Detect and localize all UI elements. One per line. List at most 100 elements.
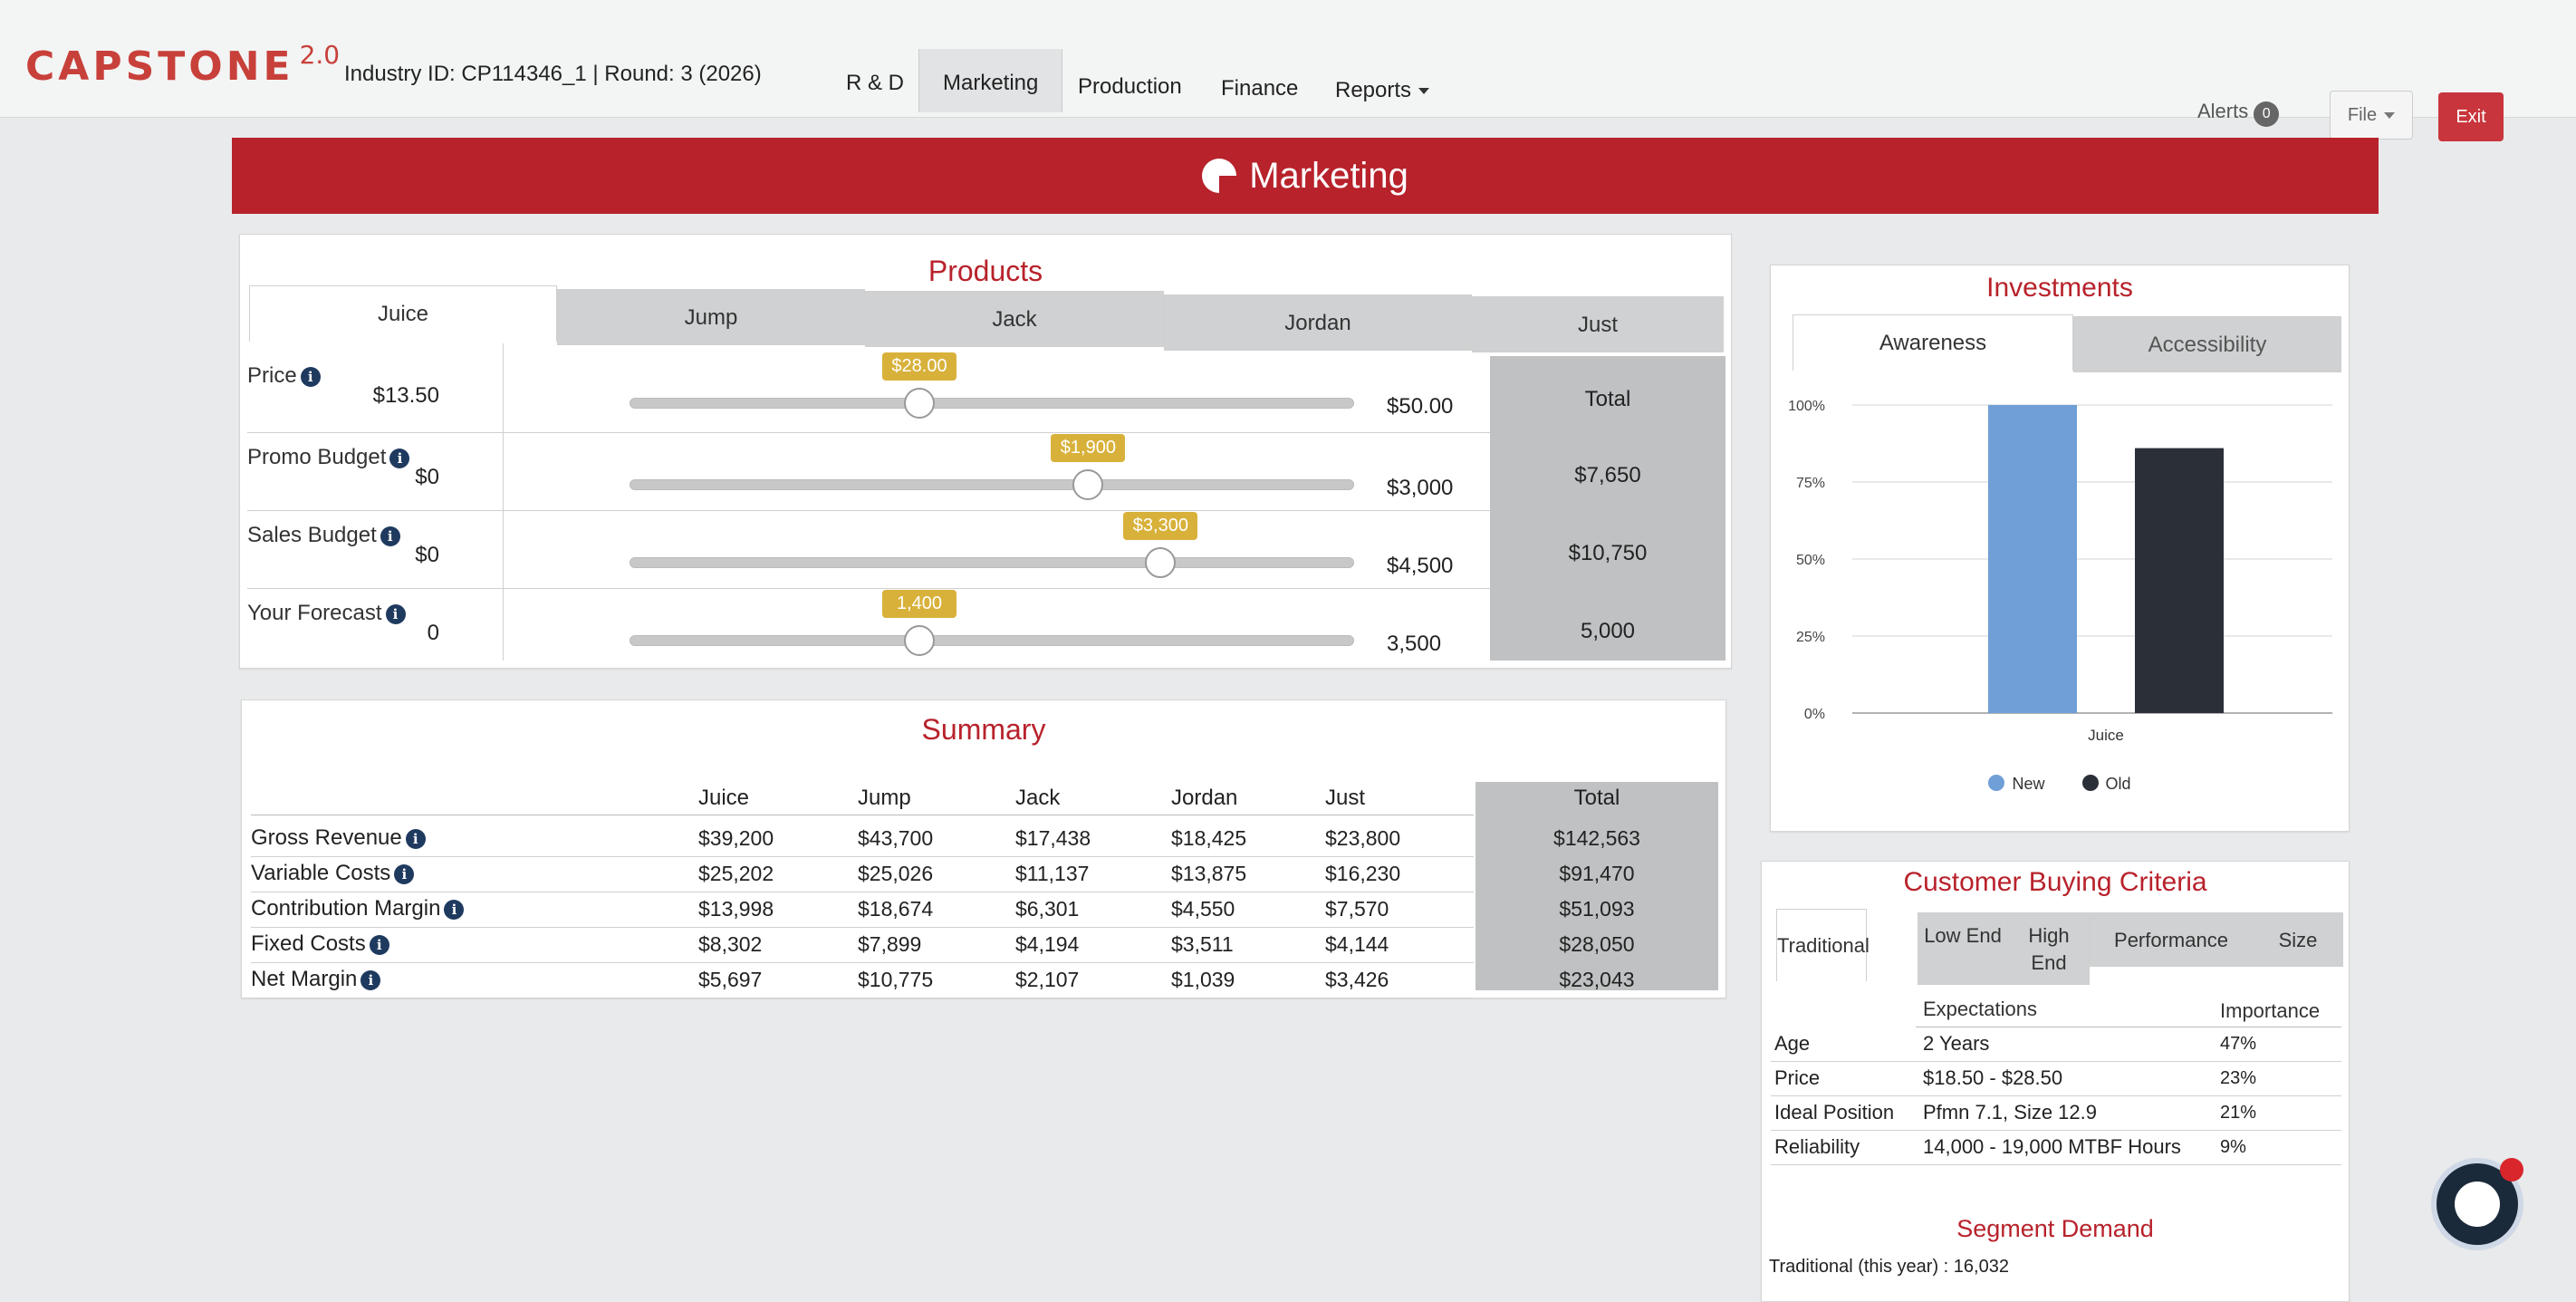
row-promo-budget-slider-handle[interactable] [1072, 469, 1104, 500]
info-icon[interactable]: i [394, 864, 415, 884]
info-icon[interactable]: i [360, 970, 381, 990]
tab-performance[interactable]: Performance [2090, 912, 2253, 967]
top-navbar: CAPSTONE 2.0 Industry ID: CP114346_1 | Ro… [0, 0, 2576, 141]
file-menu-button[interactable]: File [2330, 91, 2413, 140]
tab-size[interactable]: Size [2253, 912, 2343, 967]
tab-awareness[interactable]: Awareness [1793, 314, 2073, 371]
info-icon[interactable]: i [444, 900, 465, 920]
summary-col-just: Just [1325, 786, 1366, 810]
tab-low-end[interactable]: Low End [1918, 912, 2008, 985]
summary-cell: $2,107 [1015, 968, 1080, 991]
tab-high-end[interactable]: High End [2008, 912, 2090, 985]
summary-row-variable-costs-label-text: Variable Costs [251, 861, 391, 885]
info-icon[interactable]: i [385, 604, 406, 624]
nav-production[interactable]: Production [1078, 74, 1182, 99]
tab-just[interactable]: Just [1472, 296, 1724, 352]
summary-row-fixed-costs-label: Fixed Costs i [251, 931, 389, 957]
row-price-slider-handle[interactable] [904, 388, 935, 419]
segment-demand-text: Traditional (this year) : 16,032 [1769, 1257, 2009, 1277]
info-icon[interactable]: i [300, 367, 321, 387]
row-sales-budget-min: $0 [415, 543, 439, 567]
summary-cell: $25,202 [698, 862, 774, 885]
row-promo-budget-label: Promo Budget i [247, 445, 410, 470]
tab-jordan[interactable]: Jordan [1164, 294, 1472, 351]
notification-dot [2500, 1158, 2523, 1181]
chevron-down-icon [1418, 88, 1430, 95]
nav-reports[interactable]: Reports [1312, 56, 1453, 120]
row-promo-budget-total: $7,650 [1574, 463, 1641, 487]
info-icon[interactable]: i [405, 829, 426, 849]
criteria-row-ideal-position-label: Ideal Position [1774, 1101, 1895, 1124]
summary-cell: $13,998 [698, 897, 774, 921]
tab-jump[interactable]: Jump [557, 289, 865, 345]
summary-row-variable-costs-label: Variable Costs i [251, 861, 415, 886]
tab-juice[interactable]: Juice [249, 285, 557, 342]
info-icon[interactable]: i [389, 448, 410, 468]
y-tick-label: 25% [1796, 630, 1825, 645]
criteria-row-divider [1771, 1130, 2341, 1131]
capstone-logo[interactable]: CAPSTONE 2.0 [25, 40, 341, 90]
page-title: Marketing [1249, 156, 1408, 196]
nav-marketing[interactable]: Marketing [918, 49, 1063, 112]
row-price-slider-track[interactable] [630, 398, 1354, 409]
criteria-row-price-expectation: $18.50 - $28.50 [1923, 1066, 2063, 1089]
info-icon[interactable]: i [369, 935, 389, 955]
criteria-row-divider [1771, 1061, 2341, 1062]
y-tick-label: 50% [1796, 553, 1825, 568]
row-promo-budget-value-tooltip: $1,900 [1051, 434, 1126, 462]
exit-button[interactable]: Exit [2438, 92, 2504, 141]
row-your-forecast-total: 5,000 [1580, 619, 1636, 643]
criteria-row-divider [1771, 1095, 2341, 1096]
summary-row-divider [251, 927, 1474, 928]
row-promo-budget-slider-track[interactable] [630, 479, 1354, 490]
x-category-label: Juice [2088, 727, 2124, 744]
summary-col-jack: Jack [1015, 786, 1061, 810]
legend-old-swatch [2081, 775, 2099, 791]
page-banner: Marketing [232, 138, 2379, 214]
summary-cell: $16,230 [1325, 862, 1401, 885]
criteria-row-age-importance: 47% [2220, 1034, 2257, 1054]
row-your-forecast-value-tooltip: 1,400 [882, 590, 956, 618]
row-price-min: $13.50 [372, 383, 439, 408]
nav-rd[interactable]: R & D [846, 71, 905, 95]
summary-cell: $11,137 [1015, 862, 1090, 885]
row-price-label-text: Price [247, 363, 297, 388]
row-promo-budget-max: $3,000 [1387, 476, 1454, 500]
tab-accessibility[interactable]: Accessibility [2073, 316, 2341, 372]
row-sales-budget-slider-track[interactable] [630, 557, 1354, 568]
summary-row-contribution-margin-label: Contribution Margin i [251, 896, 465, 921]
row-divider [247, 588, 1490, 589]
bar-new [1988, 405, 2077, 713]
summary-row-divider [251, 856, 1474, 857]
row-sales-budget-value-tooltip: $3,300 [1123, 512, 1198, 540]
criteria-row-reliability-expectation: 14,000 - 19,000 MTBF Hours [1923, 1135, 2181, 1158]
summary-cell: $142,563 [1553, 826, 1640, 850]
chat-bubble-icon [2455, 1181, 2500, 1227]
summary-cell: $4,194 [1015, 932, 1080, 956]
row-your-forecast-slider-handle[interactable] [904, 625, 935, 656]
chat-button[interactable] [2431, 1158, 2523, 1250]
alerts-label: Alerts [2197, 100, 2249, 122]
row-sales-budget-label: Sales Budget i [247, 523, 400, 548]
row-sales-budget-max: $4,500 [1387, 554, 1454, 578]
row-sales-budget-slider-handle[interactable] [1145, 547, 1177, 578]
summary-cell: $51,093 [1559, 897, 1635, 921]
summary-cell: $23,043 [1559, 968, 1635, 991]
summary-cell: $4,144 [1325, 932, 1389, 956]
info-icon[interactable]: i [380, 526, 400, 546]
summary-cell: $1,039 [1171, 968, 1235, 991]
summary-cell: $13,875 [1171, 862, 1247, 885]
criteria-row-age-label: Age [1774, 1032, 1811, 1055]
label-column-divider [503, 343, 504, 661]
bar-old [2135, 448, 2224, 713]
row-your-forecast-slider-track[interactable] [630, 635, 1354, 646]
summary-row-net-margin-label-text: Net Margin [251, 967, 358, 991]
tab-jack[interactable]: Jack [865, 291, 1164, 347]
tab-traditional[interactable]: Traditional [1776, 909, 1870, 981]
nav-finance[interactable]: Finance [1221, 76, 1299, 101]
row-price-max: $50.00 [1387, 394, 1454, 419]
segment-demand-title: Segment Demand [1956, 1215, 2154, 1242]
criteria-row-ideal-position-expectation: Pfmn 7.1, Size 12.9 [1923, 1101, 2097, 1124]
summary-panel: Summary Juice Jump Jack Jordan Just Total Gros… [241, 699, 1726, 998]
alerts-button[interactable]: Alerts 0 [2197, 100, 2280, 127]
